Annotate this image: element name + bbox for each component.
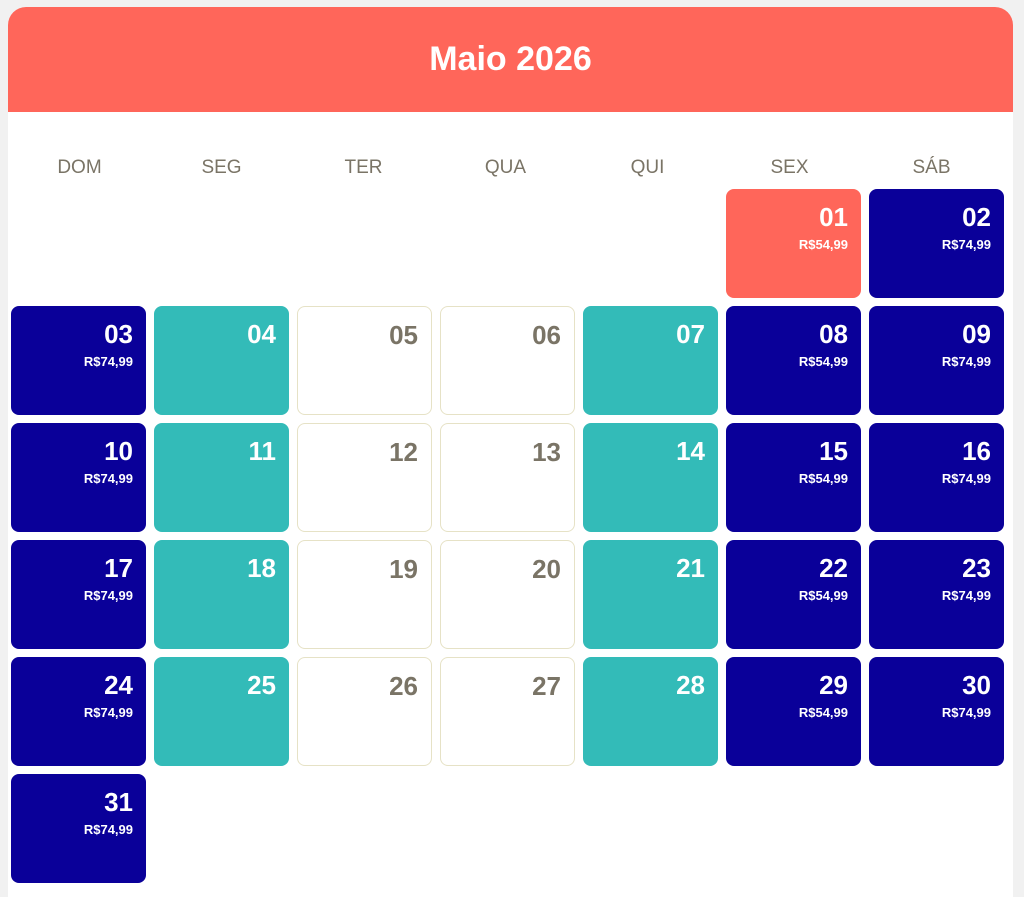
day-number: 24	[104, 670, 133, 700]
day-cell-26[interactable]: 26	[297, 657, 432, 766]
day-cell-20[interactable]: 20	[440, 540, 575, 649]
day-number: 21	[676, 553, 705, 583]
day-number: 09	[962, 319, 991, 349]
day-cell-23[interactable]: 23 R$74,99	[869, 540, 1004, 649]
day-price: R$74,99	[941, 354, 991, 369]
day-price: R$74,99	[83, 471, 133, 486]
day-number: 06	[532, 320, 561, 350]
day-number: 17	[104, 553, 133, 583]
weekday-label: QUI	[630, 157, 665, 178]
day-cell-06[interactable]: 06	[440, 306, 575, 415]
weekday-label: QUA	[484, 157, 527, 178]
day-price: R$54,99	[798, 705, 848, 720]
day-cell-24[interactable]: 24 R$74,99	[11, 657, 146, 766]
day-cell-09[interactable]: 09 R$74,99	[869, 306, 1004, 415]
day-number: 14	[676, 436, 705, 466]
weekday-row: DOM SEG TER QUA QUI SEX SÁB	[11, 157, 1000, 179]
day-cell-05[interactable]: 05	[297, 306, 432, 415]
day-price: R$74,99	[83, 588, 133, 603]
weekday-label: SEG	[201, 157, 242, 178]
day-number: 03	[104, 319, 133, 349]
day-cell-10[interactable]: 10 R$74,99	[11, 423, 146, 532]
day-cell-30[interactable]: 30 R$74,99	[869, 657, 1004, 766]
day-price: R$54,99	[798, 471, 848, 486]
weekday-label: DOM	[57, 157, 102, 178]
day-cell-02[interactable]: 02 R$74,99	[869, 189, 1004, 298]
day-number: 08	[819, 319, 848, 349]
day-grid: 01 R$54,99 02 R$74,99 03 R$74,99 04 05 06 07 08 R$5…	[11, 189, 1004, 883]
day-number: 13	[532, 437, 561, 467]
day-cell-17[interactable]: 17 R$74,99	[11, 540, 146, 649]
day-number: 05	[389, 320, 418, 350]
month-title: Maio 2026	[429, 40, 592, 78]
day-number: 30	[962, 670, 991, 700]
day-price: R$74,99	[83, 354, 133, 369]
day-cell-14[interactable]: 14	[583, 423, 718, 532]
day-number: 02	[962, 202, 991, 232]
day-number: 15	[819, 436, 848, 466]
day-number: 19	[389, 554, 418, 584]
day-cell-08[interactable]: 08 R$54,99	[726, 306, 861, 415]
day-cell-13[interactable]: 13	[440, 423, 575, 532]
day-cell-16[interactable]: 16 R$74,99	[869, 423, 1004, 532]
day-cell-22[interactable]: 22 R$54,99	[726, 540, 861, 649]
day-price: R$74,99	[83, 822, 133, 837]
day-number: 04	[247, 319, 276, 349]
day-number: 20	[532, 554, 561, 584]
day-cell-04[interactable]: 04	[154, 306, 289, 415]
day-cell-27[interactable]: 27	[440, 657, 575, 766]
day-cell-18[interactable]: 18	[154, 540, 289, 649]
day-price: R$54,99	[798, 237, 848, 252]
weekday-label: TER	[344, 157, 383, 178]
day-price: R$54,99	[798, 354, 848, 369]
day-cell-25[interactable]: 25	[154, 657, 289, 766]
weekday-label: SÁB	[912, 157, 951, 178]
day-cell-19[interactable]: 19	[297, 540, 432, 649]
day-price: R$74,99	[941, 237, 991, 252]
day-number: 27	[532, 671, 561, 701]
day-number: 29	[819, 670, 848, 700]
day-number: 01	[819, 202, 848, 232]
calendar-header: Maio 2026	[8, 7, 1013, 112]
day-number: 28	[676, 670, 705, 700]
day-cell-31[interactable]: 31 R$74,99	[11, 774, 146, 883]
day-cell-21[interactable]: 21	[583, 540, 718, 649]
day-cell-07[interactable]: 07	[583, 306, 718, 415]
day-price: R$74,99	[941, 471, 991, 486]
day-cell-29[interactable]: 29 R$54,99	[726, 657, 861, 766]
day-cell-15[interactable]: 15 R$54,99	[726, 423, 861, 532]
day-cell-28[interactable]: 28	[583, 657, 718, 766]
day-price: R$74,99	[941, 588, 991, 603]
day-number: 22	[819, 553, 848, 583]
day-cell-12[interactable]: 12	[297, 423, 432, 532]
day-number: 12	[389, 437, 418, 467]
weekday-label: SEX	[770, 157, 809, 178]
calendar-card: Maio 2026 DOM SEG TER QUA QUI SEX SÁB 01…	[8, 7, 1013, 897]
day-number: 16	[962, 436, 991, 466]
day-number: 18	[247, 553, 276, 583]
day-number: 10	[104, 436, 133, 466]
day-number: 23	[962, 553, 991, 583]
day-number: 31	[104, 787, 133, 817]
day-price: R$74,99	[83, 705, 133, 720]
day-cell-03[interactable]: 03 R$74,99	[11, 306, 146, 415]
day-number: 25	[247, 670, 276, 700]
day-cell-01[interactable]: 01 R$54,99	[726, 189, 861, 298]
day-number: 07	[676, 319, 705, 349]
day-price: R$54,99	[798, 588, 848, 603]
day-number: 26	[389, 671, 418, 701]
day-cell-11[interactable]: 11	[154, 423, 289, 532]
day-price: R$74,99	[941, 705, 991, 720]
day-number: 11	[248, 436, 277, 466]
